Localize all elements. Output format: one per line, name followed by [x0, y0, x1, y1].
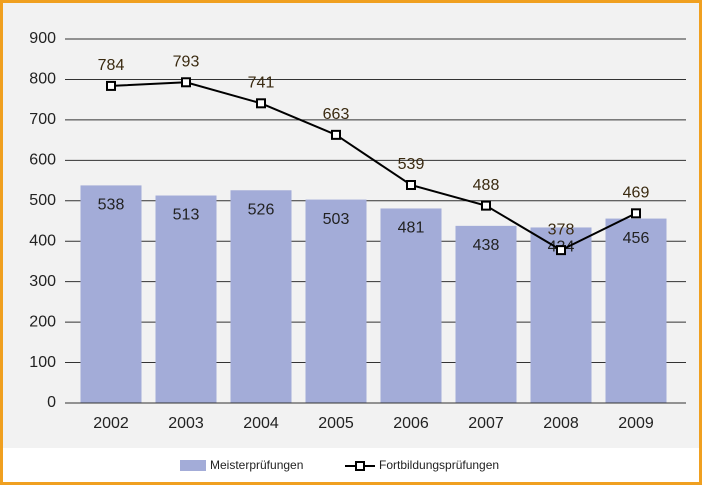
- x-tick-label: 2007: [468, 415, 504, 432]
- line-value-label: 741: [248, 75, 275, 92]
- line-marker: [631, 208, 641, 219]
- bar: [230, 190, 292, 403]
- bar-value-label: 438: [473, 237, 500, 254]
- legend-marker: [355, 461, 365, 471]
- x-tick-label: 2006: [393, 415, 429, 432]
- bar-value-label: 481: [398, 220, 425, 237]
- line-value-label: 539: [398, 156, 425, 173]
- legend-label: Fortbildungsprüfungen: [379, 458, 499, 472]
- line-marker: [181, 77, 191, 88]
- line-value-label: 663: [323, 106, 350, 123]
- y-tick-label: 0: [47, 394, 56, 411]
- y-tick-label: 800: [29, 71, 56, 88]
- y-tick-label: 900: [29, 30, 56, 47]
- bar: [605, 218, 667, 403]
- bar-value-label: 526: [248, 201, 275, 218]
- bar: [80, 185, 142, 403]
- line-marker: [256, 98, 266, 109]
- bar-value-label: 503: [323, 211, 350, 228]
- line-marker: [106, 80, 116, 91]
- x-tick-label: 2003: [168, 415, 204, 432]
- x-tick-label: 2005: [318, 415, 354, 432]
- line-value-label: 378: [548, 221, 575, 238]
- y-tick-label: 600: [29, 152, 56, 169]
- line-marker: [331, 129, 341, 140]
- bar: [155, 195, 217, 403]
- line-value-label: 469: [623, 185, 650, 202]
- line-marker: [406, 180, 416, 191]
- legend-swatch: [180, 460, 206, 471]
- y-tick-label: 200: [29, 313, 56, 330]
- y-tick-label: 700: [29, 111, 56, 128]
- line-value-label: 784: [98, 57, 125, 74]
- x-tick-label: 2002: [93, 415, 129, 432]
- legend-label: Meisterprüfungen: [210, 458, 303, 472]
- line-value-label: 488: [473, 177, 500, 194]
- line-marker: [481, 200, 491, 211]
- x-tick-label: 2009: [618, 415, 654, 432]
- x-tick-label: 2008: [543, 415, 579, 432]
- y-tick-label: 100: [29, 354, 56, 371]
- bar: [305, 199, 367, 403]
- bar-value-label: 456: [623, 230, 650, 247]
- bar: [455, 225, 517, 403]
- x-tick-label: 2004: [243, 415, 279, 432]
- y-tick-label: 500: [29, 192, 56, 209]
- line-marker: [556, 245, 566, 256]
- y-tick-label: 300: [29, 273, 56, 290]
- bar-value-label: 538: [98, 197, 125, 214]
- line: [110, 81, 637, 252]
- bar-value-label: 513: [173, 207, 200, 224]
- bar: [380, 208, 442, 403]
- y-tick-label: 400: [29, 232, 56, 249]
- bar: [530, 227, 592, 403]
- line-value-label: 793: [173, 53, 200, 70]
